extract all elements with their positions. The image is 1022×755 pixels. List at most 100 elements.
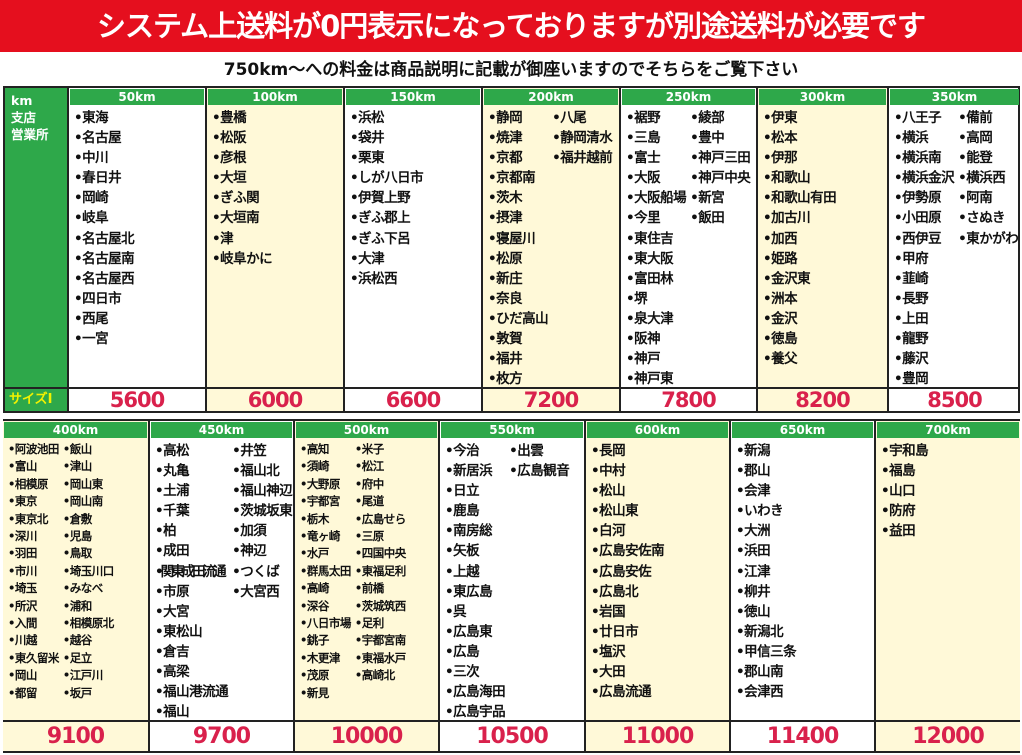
office-name: 郡山南 xyxy=(744,664,784,681)
office-name: 岡山東 xyxy=(69,476,104,491)
office-list-column: •阿波池田 •富山 •相模原 •東京 •東京北 •深川 •羽田 •市川 •埼玉 •所沢 •入間 •川越… xyxy=(8,441,59,702)
office-item: •大津 xyxy=(350,249,423,269)
office-item: •大垣 xyxy=(212,168,272,188)
bullet-icon: • xyxy=(763,290,772,307)
bullet-icon: • xyxy=(958,210,967,227)
office-item: •神戸東 xyxy=(626,369,686,389)
bullet-icon: • xyxy=(62,511,70,526)
office-name: 加西 xyxy=(771,230,798,247)
bullet-icon: • xyxy=(62,633,70,648)
bullet-icon: • xyxy=(626,230,635,247)
office-name: 枚方 xyxy=(496,371,523,388)
office-list-column: •高松 •丸亀 •土浦 •千葉 •柏 •成田 •関東成田流通 •市原 •大宮 •東松山 •倉吉 •高梁… xyxy=(155,441,229,722)
bullet-icon: • xyxy=(626,130,635,147)
bullet-icon: • xyxy=(62,598,70,613)
office-name: 敦賀 xyxy=(496,331,523,348)
notice-banner: システム上送料が0円表示になっておりますが別途送料が必要です xyxy=(0,0,1022,52)
distance-column-200km: 200km •静岡 •焼津 •京都 •京都南 •茨木 •摂津 •寝屋川 •松原 •新庄 •奈良 •ひだ… xyxy=(481,88,619,411)
bullet-icon: • xyxy=(354,668,362,683)
office-name: いわき xyxy=(744,503,784,520)
office-name: 龍野 xyxy=(902,331,929,348)
bullet-icon: • xyxy=(445,603,454,620)
office-name: 大田 xyxy=(599,664,626,681)
office-name: 神戸三田 xyxy=(698,150,751,167)
bullet-icon: • xyxy=(626,331,635,348)
office-list-column: •今治 •新居浜 •日立 •鹿島 •南房総 •矢板 •上越 •東広島 •呉 •広島東 •広島 •三次 •… xyxy=(445,441,506,722)
bullet-icon: • xyxy=(626,190,635,207)
office-name: 呉 xyxy=(453,603,467,620)
office-item: •尾道 xyxy=(355,493,406,510)
office-name: 豊橋 xyxy=(220,110,247,126)
office-name: 広島流通 xyxy=(599,684,652,701)
bullet-icon: • xyxy=(488,190,497,207)
office-item: •和歌山有田 xyxy=(763,188,837,208)
office-name: 神戸 xyxy=(634,351,661,368)
office-list-column: •八尾 •静岡清水 •福井越前 xyxy=(552,108,613,389)
office-name: 上越 xyxy=(453,563,480,580)
office-item: •焼津 xyxy=(488,128,548,148)
bullet-icon: • xyxy=(736,463,745,480)
bullet-icon: • xyxy=(232,523,241,540)
office-name: 高崎 xyxy=(306,581,330,596)
office-name: 松山東 xyxy=(599,503,639,520)
office-item: •前橋 xyxy=(355,580,406,597)
office-item: •名古屋北 xyxy=(74,229,135,249)
office-item: •加須 xyxy=(232,521,292,541)
bullet-icon: • xyxy=(74,230,83,247)
office-name: 京都 xyxy=(496,150,523,167)
office-name: 松江 xyxy=(361,459,385,474)
office-name: 益田 xyxy=(889,523,916,540)
bullet-icon: • xyxy=(591,503,600,520)
bullet-icon: • xyxy=(354,650,362,665)
office-item: •春日井 xyxy=(74,168,134,188)
office-list: •長岡 •中村 •松山 •松山東 •白河 •広島安佐南 •広島安佐 •広島北 •岩国 •廿日市 •塩… xyxy=(591,441,728,702)
office-item: •廿日市 xyxy=(591,622,664,642)
office-list: •東海 •名古屋 •中川 •春日井 •岡崎 •岐阜 •名古屋北 •名古屋南 •名古屋西 •四日市 •… xyxy=(74,108,204,349)
office-item: •西尾 xyxy=(74,309,134,329)
office-name: 所沢 xyxy=(14,598,38,613)
office-name: みなべ xyxy=(69,581,104,596)
office-item: •新潟 xyxy=(736,441,796,461)
bullet-icon: • xyxy=(354,581,362,596)
distance-header: 450km xyxy=(151,422,292,438)
office-name: 福山港流通 xyxy=(163,684,229,701)
bullet-icon: • xyxy=(8,581,15,596)
office-item: •東福足利 xyxy=(355,563,406,580)
bullet-icon: • xyxy=(350,110,359,126)
office-list-column: •高知 •須崎 •大野原 •宇都宮 •栃木 •竜ヶ崎 •水戸 •群馬太田 •高崎 •深谷 •八日市場… xyxy=(300,441,351,702)
office-name: 西伊豆 xyxy=(902,230,942,247)
office-name: 藤沢 xyxy=(902,351,929,368)
bullet-icon: • xyxy=(350,250,359,267)
office-name: 宇和島 xyxy=(889,443,929,459)
office-item: •摂津 xyxy=(488,208,548,228)
office-item: •出雲 xyxy=(509,441,569,461)
row-label-branch: 支店 xyxy=(11,110,37,125)
office-list: •伊東 •松本 •伊那 •和歌山 •和歌山有田 •加古川 •加西 •姫路 •金沢東 •洲本 •金沢 •… xyxy=(763,108,886,369)
office-list: •浜松 •袋井 •栗東 •しが八日市 •伊賀上野 •ぎふ郡上 •ぎふ下呂 •大津 •浜松西 xyxy=(350,108,480,289)
bullet-icon: • xyxy=(894,270,903,287)
office-item: •高知 xyxy=(300,441,351,458)
bullet-icon: • xyxy=(894,150,903,167)
office-name: 大津 xyxy=(358,250,385,267)
office-item: •広島海田 xyxy=(445,682,506,702)
office-item: •栃木 xyxy=(300,511,351,528)
bullet-icon: • xyxy=(8,685,15,700)
distance-header: 200km xyxy=(484,89,618,105)
bullet-icon: • xyxy=(212,190,221,207)
bullet-icon: • xyxy=(736,623,745,640)
office-name: 坂戸 xyxy=(69,685,93,700)
bullet-icon: • xyxy=(626,250,635,267)
office-name: 岡山 xyxy=(14,668,38,683)
office-item: •富士 xyxy=(626,148,686,168)
office-name: 高松 xyxy=(163,443,190,459)
office-item: •敦賀 xyxy=(488,329,548,349)
office-list: •裾野 •三島 •富士 •大阪 •大阪船場 •今里 •東住吉 •東大阪 •富田林 •堺 •泉大津 •阪… xyxy=(626,108,755,389)
office-item: •足利 xyxy=(355,615,406,632)
distance-header: 50km xyxy=(70,89,204,105)
bullet-icon: • xyxy=(881,463,890,480)
bullet-icon: • xyxy=(763,130,772,147)
office-item: •倉吉 xyxy=(155,642,228,662)
office-name: 広島観音 xyxy=(517,463,570,480)
bullet-icon: • xyxy=(736,543,745,560)
subtitle-note: 750km～への料金は商品説明に記載が御座いますのでそちらをご覧下さい xyxy=(223,60,799,80)
